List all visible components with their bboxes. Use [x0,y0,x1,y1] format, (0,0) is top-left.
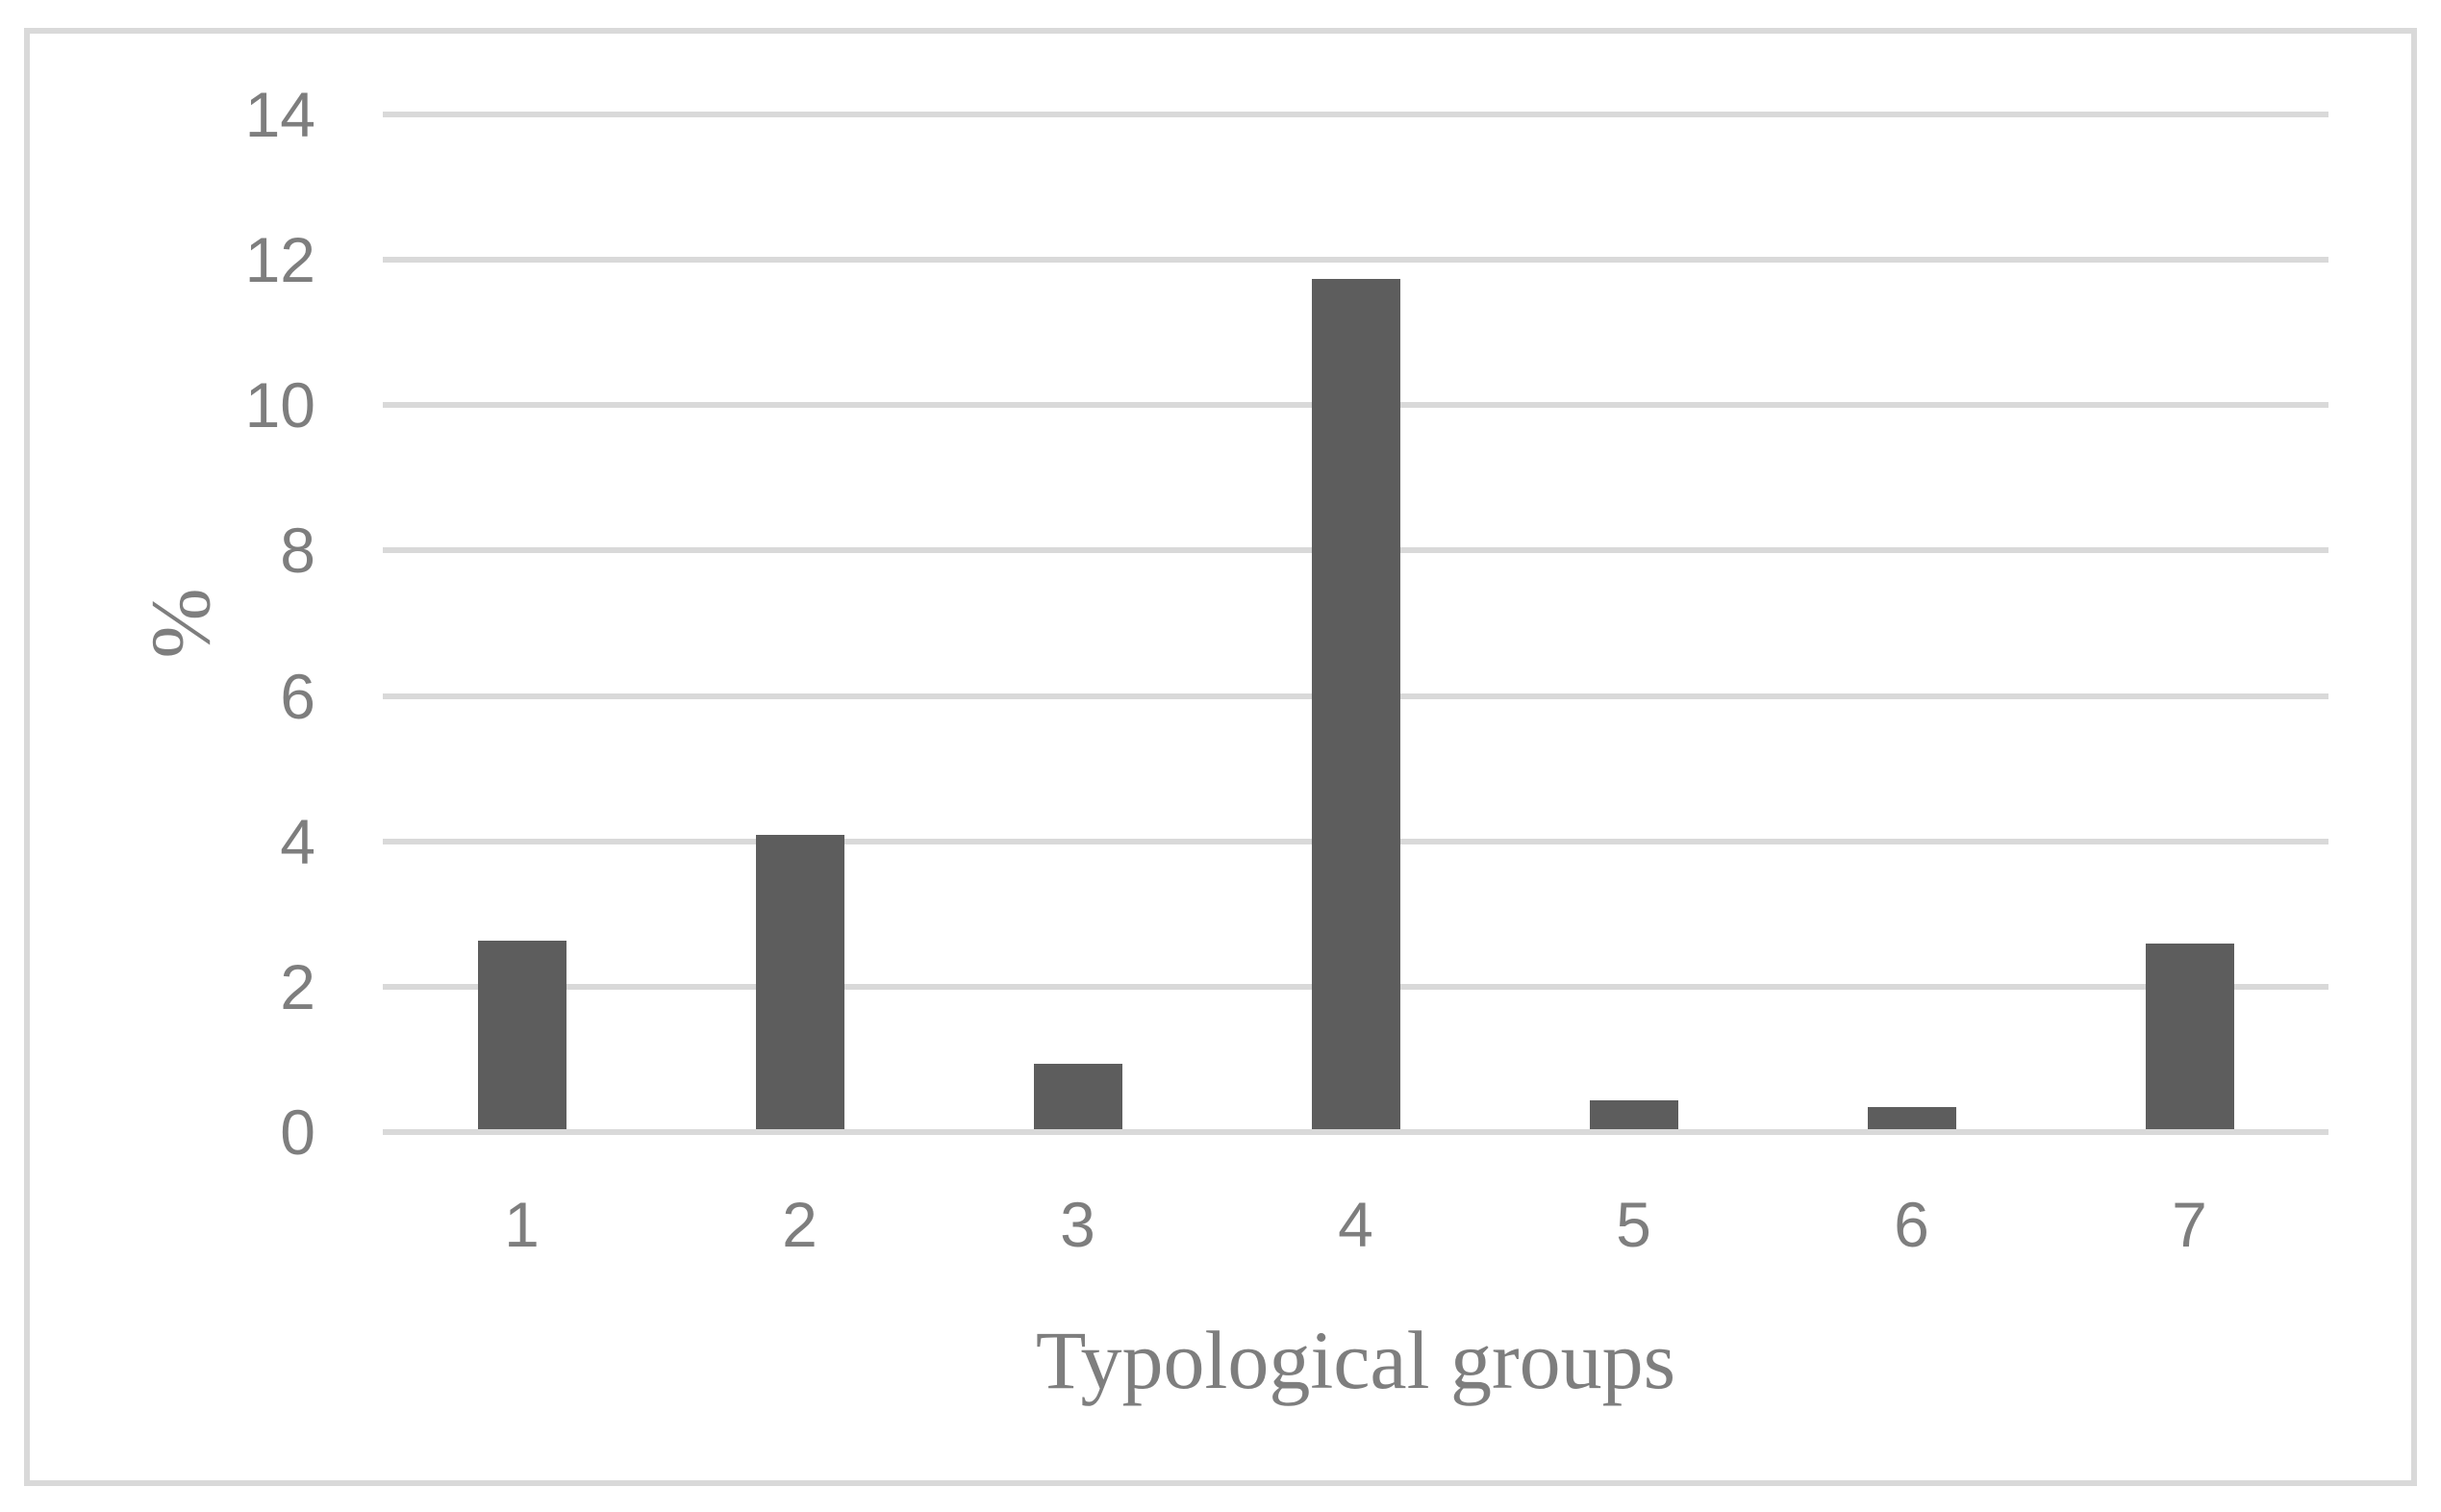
bar-category-7 [2145,944,2234,1129]
chart-border [24,28,2417,1486]
x-tick-label-2: 2 [782,1189,818,1260]
y-axis-title: % [115,114,250,1132]
plot-area [383,112,2328,1135]
bar-category-6 [1867,1107,1956,1129]
gridline-12 [383,257,2328,264]
x-tick-label-5: 5 [1616,1189,1651,1260]
x-tick-label-6: 6 [1894,1189,1929,1260]
y-tick-label-0: 0 [280,1096,315,1168]
bar-category-3 [1033,1064,1122,1129]
gridline-0 [383,1129,2328,1135]
y-tick-label-4: 4 [280,805,315,877]
y-tick-label-6: 6 [280,660,315,732]
bar-category-5 [1589,1099,1678,1129]
y-tick-label-12: 12 [244,224,315,296]
y-tick-label-14: 14 [244,79,315,150]
gridline-14 [383,112,2328,117]
x-tick-label-3: 3 [1060,1189,1095,1260]
y-axis-title-text: % [136,588,229,659]
y-tick-label-10: 10 [244,369,315,441]
bar-category-4 [1311,278,1400,1129]
bar-category-2 [755,834,844,1129]
x-tick-label-4: 4 [1338,1189,1373,1260]
x-axis-title: Typological groups [1035,1314,1676,1406]
y-tick-label-2: 2 [280,950,315,1022]
x-tick-label-1: 1 [504,1189,540,1260]
y-tick-label-8: 8 [280,515,315,587]
bar-category-1 [477,940,566,1129]
x-tick-label-7: 7 [2172,1189,2207,1260]
